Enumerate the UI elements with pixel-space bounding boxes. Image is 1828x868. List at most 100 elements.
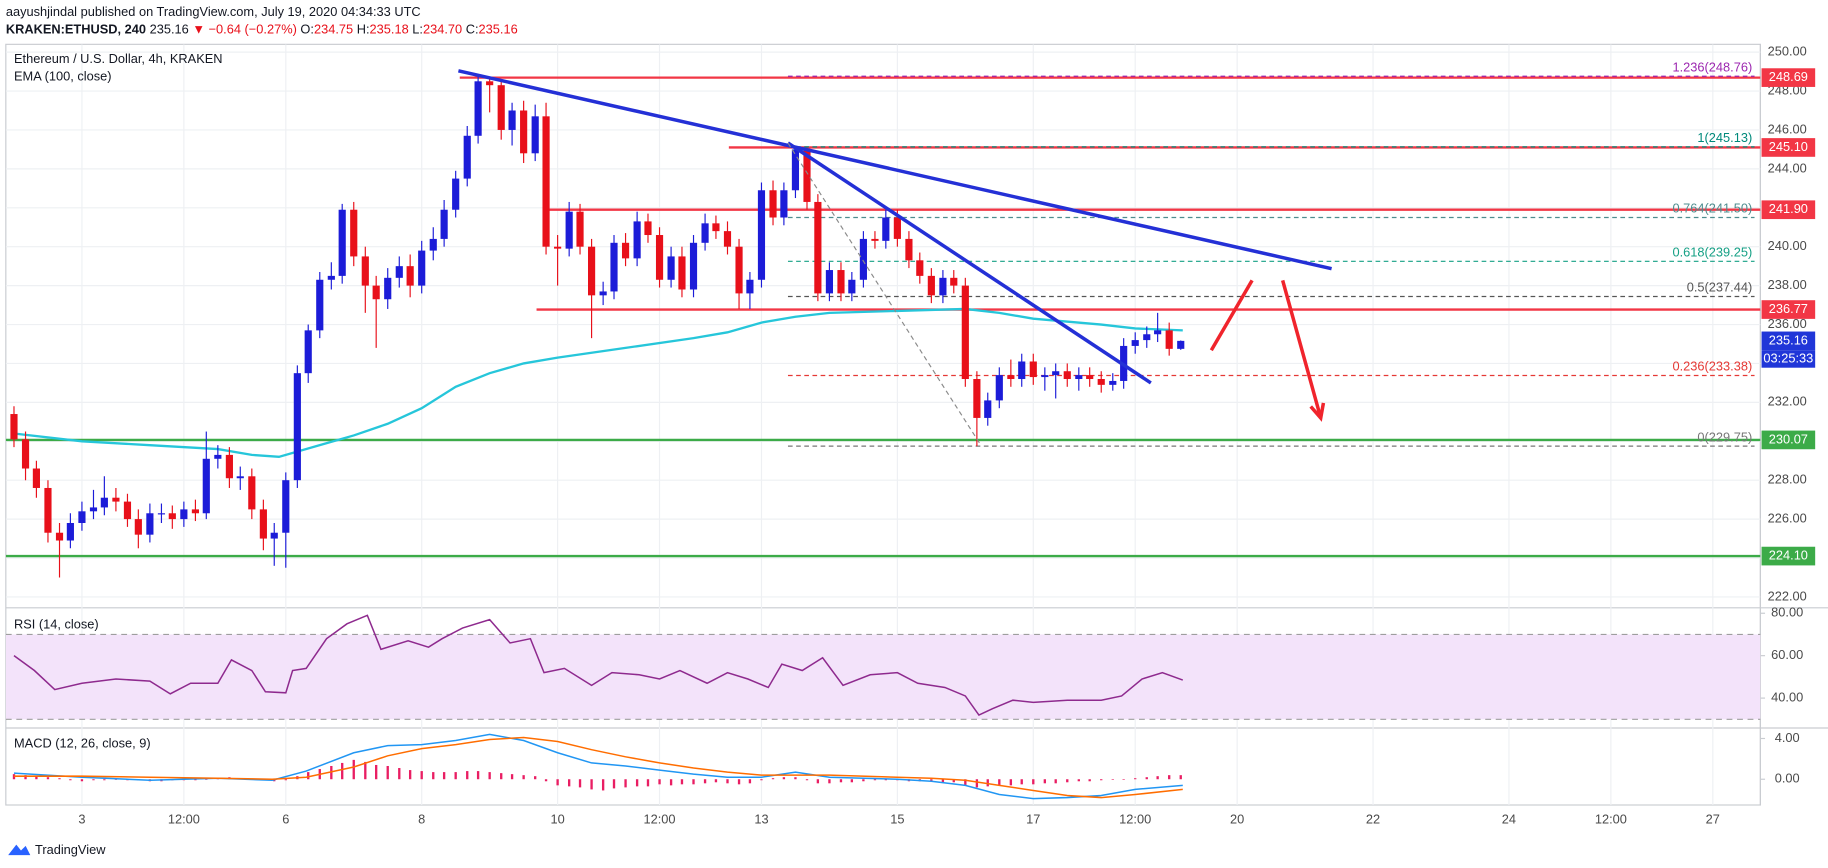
macd-hist-bar	[952, 779, 955, 783]
y-tick-label: 232.00	[1768, 394, 1807, 409]
candle-body	[916, 260, 924, 276]
macd-hist-bar	[488, 772, 491, 780]
macd-hist-bar	[352, 759, 355, 780]
macd-hist-bar	[307, 772, 310, 780]
candle-body	[1063, 371, 1071, 380]
ema-line	[13, 307, 1183, 459]
macd-hist-bar	[1111, 779, 1114, 780]
macd-hist-bar	[1100, 779, 1103, 781]
high-value: 235.18	[370, 22, 409, 37]
publish-line: aayushjindal published on TradingView.co…	[6, 4, 421, 19]
macd-hist-bar	[476, 771, 480, 780]
macd-hist-bar	[46, 777, 50, 780]
candle-body	[757, 190, 766, 280]
macd-hist-bar	[24, 775, 27, 780]
macd-hist-bar	[466, 771, 469, 780]
level-label: 248.69	[1769, 69, 1808, 84]
candle-body	[225, 454, 233, 479]
candle-body	[32, 468, 40, 488]
macd-hist-bar	[1066, 779, 1069, 783]
candle-body	[1052, 371, 1060, 376]
macd-hist-bar	[624, 779, 627, 788]
candle-body	[146, 513, 154, 535]
macd-hist-bar	[964, 779, 967, 786]
macd-hist-bar	[805, 779, 809, 781]
candle-body	[66, 522, 74, 541]
macd-hist-bar	[1122, 779, 1125, 780]
macd-hist-bar	[35, 776, 38, 780]
macd-hist-bar	[1179, 775, 1182, 780]
candle-body	[191, 509, 199, 514]
candle-body	[576, 211, 584, 247]
macd-hist-bar	[80, 779, 84, 782]
low-label: L:	[412, 22, 423, 37]
macd-hist-bar	[590, 779, 593, 790]
macd-hist-bar	[782, 777, 786, 780]
level-label: 241.90	[1769, 201, 1808, 216]
candle-body	[588, 246, 596, 296]
candle-body	[1109, 380, 1117, 385]
candle-body	[100, 497, 108, 508]
level-label: 245.10	[1769, 139, 1808, 154]
candle-body	[236, 476, 244, 479]
macd-hist-bar	[873, 779, 877, 781]
candle-body	[644, 221, 652, 236]
candle-body	[418, 250, 426, 286]
y-tick-label: 236.00	[1768, 316, 1807, 331]
candle-body	[1177, 340, 1185, 349]
y-tick-label: 60.00	[1771, 647, 1803, 662]
macd-hist-bar	[726, 779, 729, 784]
y-tick-label: 244.00	[1768, 160, 1807, 175]
macd-hist-bar	[454, 772, 457, 780]
candle-body	[984, 400, 992, 418]
candle-body	[168, 513, 176, 520]
macd-hist-bar	[284, 779, 287, 781]
candle-body	[655, 235, 664, 280]
axes: 3 12:00 6 8 10 12:00 13 15 17 12:00 20 22 24 12:00 27 2…	[14, 44, 1816, 827]
x-tick-label: 12:00	[644, 812, 676, 827]
layers: 1.236(248.76) 1(245.13) 0.764(241.50) 0.618…	[5, 44, 1816, 827]
macd-hist-bar	[703, 779, 707, 784]
candle-body	[621, 242, 630, 259]
macd-hist-bar	[1088, 779, 1091, 782]
candle-body	[882, 217, 890, 241]
candle-body	[565, 211, 573, 249]
y-tick-label: 0.00	[1775, 771, 1800, 786]
macd-hist-bar	[635, 779, 639, 787]
candle-body	[123, 501, 132, 520]
candle-body	[633, 221, 641, 259]
candle-body	[282, 480, 290, 533]
macd-hist-bar	[839, 779, 843, 783]
candle-body	[21, 439, 30, 469]
macd-hist-bar	[828, 779, 831, 784]
candle-body	[10, 414, 18, 440]
y-tick-label: 222.00	[1768, 588, 1807, 603]
candle-body	[973, 379, 981, 418]
macd-hist-bar	[646, 779, 650, 787]
x-tick-label: 12:00	[1595, 812, 1627, 827]
candle-body	[735, 246, 743, 294]
candle-body	[406, 266, 414, 286]
candle-body	[112, 497, 120, 502]
macd-hist-bar	[680, 779, 684, 785]
macd-hist-bar	[862, 779, 865, 782]
x-tick-label: 13	[754, 812, 768, 827]
candle-body	[520, 110, 528, 154]
macd-hist-bar	[692, 779, 695, 785]
arrow-head	[1309, 402, 1326, 422]
candle-body	[157, 513, 166, 515]
open-value: 234.75	[314, 22, 353, 37]
macd-hist-bar	[330, 765, 333, 780]
candle-body	[350, 209, 358, 257]
macd-hist-bar	[601, 779, 605, 791]
macd-hist-bar	[1156, 776, 1159, 780]
level-badge	[1761, 300, 1816, 319]
macd-hist-bar	[1077, 779, 1080, 782]
macd-line	[13, 736, 1183, 799]
candle-body	[542, 116, 550, 247]
macd-hist-bar	[1020, 779, 1023, 785]
candle-body	[701, 223, 709, 243]
candle-body	[610, 242, 618, 292]
x-tick-label: 27	[1706, 812, 1720, 827]
